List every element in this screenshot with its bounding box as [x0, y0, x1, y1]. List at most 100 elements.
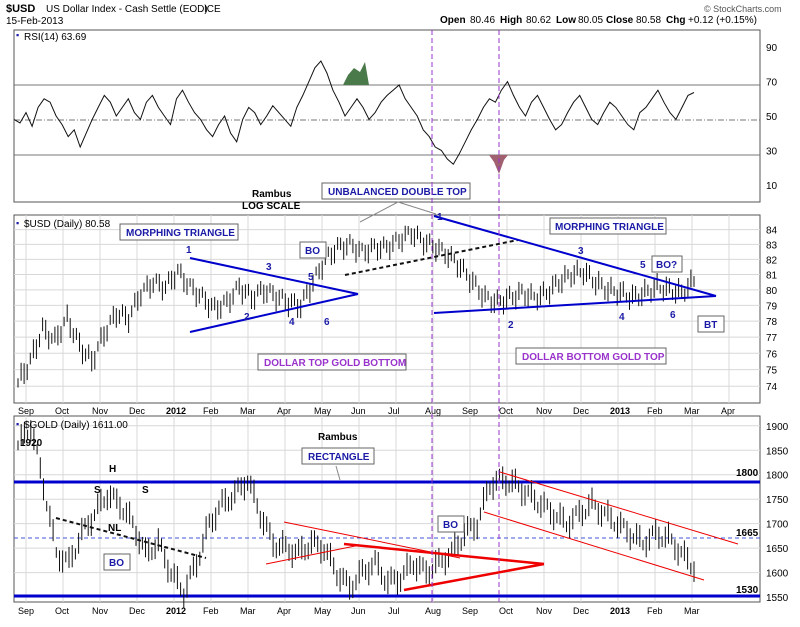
log-scale-label: LOG SCALE	[242, 201, 301, 212]
usd-right-point-1: 1	[437, 212, 443, 223]
callout-line-left	[359, 201, 399, 223]
shs-head: H	[109, 464, 116, 475]
gold-level-1665-label: 1665	[736, 528, 759, 539]
gold-x-axis: Sep Oct Nov Dec 2012 Feb Mar Apr May Jun Jul Aug Sep…	[18, 606, 700, 616]
dollar-top-gold-bottom-label: DOLLAR TOP GOLD BOTTOM	[264, 358, 406, 369]
usd-bt-label: BT	[704, 320, 717, 331]
usd-xtick: Nov	[92, 406, 109, 416]
gold-xtick: Mar	[684, 606, 700, 616]
gold-down-channel-lower	[483, 511, 705, 581]
rsi-ytick: 10	[766, 181, 778, 192]
rsi-legend-marker: ▪	[16, 30, 19, 40]
usd-left-point-3: 3	[266, 262, 272, 273]
neckline-label: NL	[108, 523, 121, 534]
rsi-ytick: 70	[766, 78, 778, 89]
usd-xtick: Dec	[129, 406, 146, 416]
gold-frame	[13, 415, 761, 603]
usd-xtick: Jul	[388, 406, 400, 416]
gold-xtick: Jul	[388, 606, 400, 616]
usd-right-point-6: 6	[670, 310, 676, 321]
gold-ytick: 1600	[766, 569, 789, 580]
usd-right-point-3: 3	[578, 246, 584, 257]
high-label: High	[500, 15, 522, 26]
usd-neckline	[344, 239, 519, 276]
gold-y-axis: 1900 1850 1800 1750 1700 1650 1600 1550	[766, 422, 789, 604]
gold-xtick: Nov	[536, 606, 553, 616]
usd-xtick: Dec	[573, 406, 590, 416]
rectangle-box	[301, 447, 375, 465]
usd-left-point-1: 1	[186, 245, 192, 256]
shs-left-shoulder: S	[94, 485, 101, 496]
gold-xtick: Feb	[203, 606, 219, 616]
gold-bo-left-box	[103, 553, 131, 571]
open-label: Open	[440, 15, 466, 26]
gold-rambus-label: Rambus	[318, 432, 358, 443]
dollar-bottom-gold-top-label: DOLLAR BOTTOM GOLD TOP	[522, 352, 665, 363]
shs-right-shoulder: S	[142, 485, 149, 496]
usd-xtick: Nov	[536, 406, 553, 416]
usd-legend-marker: ▪	[16, 218, 19, 228]
usd-left-triangle-upper	[189, 257, 359, 295]
gold-xtick: May	[314, 606, 332, 616]
rectangle-label: RECTANGLE	[308, 452, 370, 463]
gold-xtick: Mar	[240, 606, 256, 616]
symbol-title: $USD	[6, 3, 35, 15]
usd-ytick: 82	[766, 255, 778, 266]
gold-ytick: 1700	[766, 520, 789, 531]
usd-label: $USD (Daily) 80.58	[24, 219, 111, 230]
usd-right-triangle-upper	[433, 215, 717, 297]
usd-ytick: 74	[766, 382, 778, 393]
usd-x-axis: Sep Oct Nov Dec 2012 Feb Mar Apr May Jun Jul Aug Sep…	[18, 406, 735, 416]
gold-level-1530-label: 1530	[736, 585, 759, 596]
usd-xtick: Sep	[462, 406, 478, 416]
gold-bo-right-box	[437, 515, 465, 533]
gold-xtick: Jun	[351, 606, 366, 616]
usd-right-point-2: 2	[508, 320, 514, 331]
usd-ytick: 80	[766, 286, 778, 297]
usd-y-axis: 84 83 82 81 80 79 78 77 76 75 74	[766, 226, 778, 394]
usd-ytick: 77	[766, 333, 778, 344]
usd-left-point-2: 2	[244, 312, 250, 323]
high-value: 80.62	[526, 15, 551, 26]
gold-label: $GOLD (Daily) 1611.00	[24, 420, 128, 431]
gold-panel: ▪ $GOLD (Daily) 1611.00 1920 Rambus RECT…	[13, 415, 789, 616]
rsi-frame	[13, 29, 761, 203]
usd-xtick: Aug	[425, 406, 441, 416]
gold-hs-neckline	[55, 517, 207, 559]
gold-ytick: 1650	[766, 544, 789, 555]
usd-ytick: 78	[766, 317, 778, 328]
usd-xtick: Mar	[240, 406, 256, 416]
usd-price-bars	[17, 225, 695, 388]
usd-xtick: Oct	[499, 406, 514, 416]
usd-right-triangle-lower	[433, 295, 717, 314]
rsi-overbought-fill	[343, 62, 369, 85]
gold-xtick: Feb	[647, 606, 663, 616]
rectangle-callout-line	[335, 465, 341, 481]
low-value: 80.05	[578, 15, 603, 26]
usd-left-triangle-lower	[189, 293, 359, 333]
gold-bo-right-label: BO	[443, 520, 458, 531]
gold-xtick: 2013	[610, 606, 630, 616]
rsi-ytick: 50	[766, 112, 778, 123]
usd-right-point-5: 5	[640, 260, 646, 271]
watermark: © StockCharts.com	[704, 4, 782, 14]
usd-bo-box	[299, 241, 327, 259]
usd-ytick: 75	[766, 366, 778, 377]
rsi-oversold-fill	[489, 155, 508, 174]
low-label: Low	[556, 15, 576, 26]
index-name: US Dollar Index - Cash Settle (EOD)	[46, 4, 208, 15]
usd-xtick: 2013	[610, 406, 630, 416]
usd-xtick: Jun	[351, 406, 366, 416]
gold-ytick: 1750	[766, 495, 789, 506]
gold-xtick: 2012	[166, 606, 186, 616]
chg-value: +0.12 (+0.15%)	[688, 15, 757, 26]
unbalanced-double-top-label: UNBALANCED DOUBLE TOP	[328, 187, 467, 198]
chart-date: 15-Feb-2013	[6, 16, 64, 27]
gold-xtick: Sep	[18, 606, 34, 616]
gold-triangle-lower-thick	[403, 562, 545, 592]
usd-left-point-6: 6	[324, 317, 330, 328]
gold-channel-lower-left	[265, 544, 361, 565]
rsi-label: RSI(14) 63.69	[24, 32, 87, 43]
